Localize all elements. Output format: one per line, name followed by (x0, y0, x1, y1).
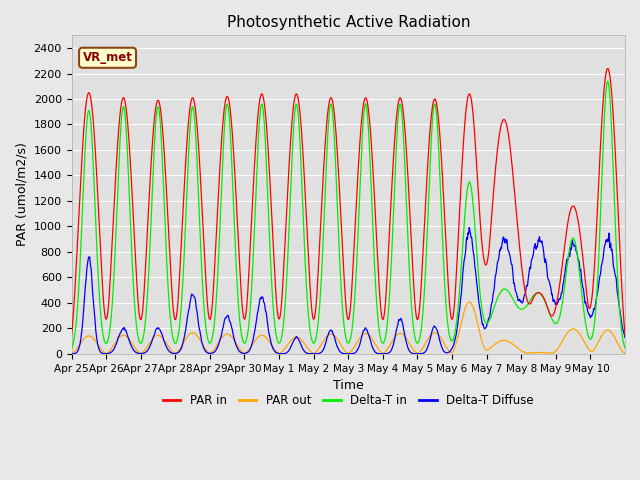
Legend: PAR in, PAR out, Delta-T in, Delta-T Diffuse: PAR in, PAR out, Delta-T in, Delta-T Dif… (158, 389, 538, 411)
X-axis label: Time: Time (333, 379, 364, 392)
Title: Photosynthetic Active Radiation: Photosynthetic Active Radiation (227, 15, 470, 30)
Text: VR_met: VR_met (83, 51, 132, 64)
Y-axis label: PAR (umol/m2/s): PAR (umol/m2/s) (15, 143, 28, 247)
